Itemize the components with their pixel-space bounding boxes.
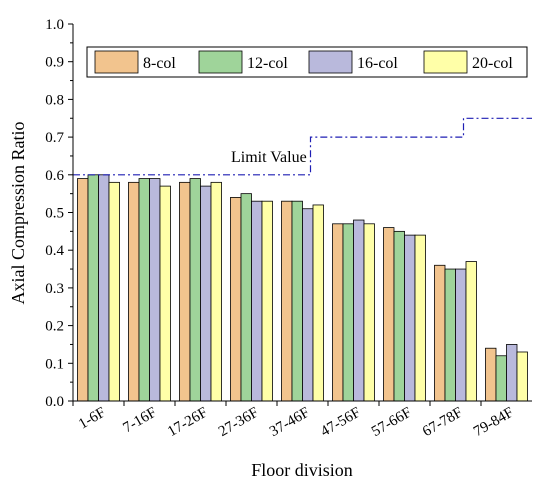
bar-8-col-17-26F: [179, 181, 191, 402]
bar-20-col-1-6F: [108, 181, 120, 402]
x-tick-label: 27-36F: [216, 405, 262, 441]
legend-label-12-col: 12-col: [247, 55, 288, 72]
bar-8-col-1-6F: [77, 178, 89, 402]
bar-16-col-67-78F: [455, 268, 467, 402]
y-tick-label: 0.9: [45, 55, 64, 71]
bar-12-col-57-66F: [393, 230, 405, 402]
x-axis-title: Floor division: [251, 460, 353, 480]
x-tick-label: 17-26F: [165, 405, 211, 441]
bar-8-col-79-84F: [485, 347, 497, 402]
legend-swatch-8-col: [94, 50, 139, 74]
bars-layer: [77, 174, 528, 402]
bar-20-col-17-26F: [210, 181, 222, 402]
bar-20-col-27-36F: [261, 200, 273, 402]
legend-label-16-col: 16-col: [357, 55, 398, 72]
x-tick-label: 79-84F: [471, 405, 517, 441]
bar-20-col-57-66F: [414, 234, 426, 402]
bar-8-col-57-66F: [383, 227, 395, 402]
legend-swatch-16-col: [308, 50, 353, 74]
legend-swatch-20-col: [423, 50, 468, 74]
x-tick-label: 7-16F: [120, 405, 159, 437]
bar-16-col-57-66F: [404, 234, 416, 402]
bar-16-col-17-26F: [200, 185, 212, 402]
legend-label-8-col: 8-col: [143, 55, 176, 72]
bar-12-col-47-56F: [342, 223, 354, 402]
bar-8-col-37-46F: [281, 200, 293, 402]
bar-12-col-67-78F: [444, 268, 456, 402]
y-tick-label: 0.2: [45, 319, 64, 335]
bar-12-col-37-46F: [291, 200, 303, 402]
y-tick-label: 0.7: [45, 130, 64, 146]
legend-swatch-12-col: [198, 50, 243, 74]
x-tick-label: 57-66F: [369, 405, 415, 441]
legend: 8-col 12-col 16-col 20-col: [86, 46, 528, 78]
bar-16-col-37-46F: [302, 208, 314, 402]
bar-16-col-27-36F: [251, 200, 263, 402]
y-axis-title: Axial Compression Ratio: [8, 122, 28, 305]
y-tick-label: 0.0: [45, 394, 64, 410]
y-tick-label: 0.8: [45, 92, 64, 108]
y-tick-label: 0.3: [45, 281, 64, 297]
y-tick-label: 0.1: [45, 356, 64, 372]
bar-20-col-37-46F: [312, 204, 324, 402]
bar-8-col-7-16F: [128, 181, 140, 402]
bar-20-col-67-78F: [465, 261, 477, 402]
y-tick-label: 1.0: [45, 17, 64, 33]
bar-8-col-67-78F: [434, 264, 446, 402]
bar-16-col-79-84F: [506, 344, 518, 402]
y-tick-label: 0.6: [45, 168, 64, 184]
bar-12-col-27-36F: [240, 193, 252, 402]
legend-label-20-col: 20-col: [472, 55, 513, 72]
bar-12-col-17-26F: [189, 178, 201, 402]
bar-20-col-79-84F: [516, 351, 528, 402]
bar-12-col-1-6F: [87, 174, 99, 402]
y-tick-label: 0.4: [45, 243, 64, 259]
y-tick-label: 0.5: [45, 206, 64, 222]
bar-20-col-47-56F: [363, 223, 375, 402]
bar-8-col-27-36F: [230, 197, 242, 402]
bar-16-col-1-6F: [98, 174, 110, 402]
limit-line-layer: [73, 117, 532, 176]
bar-16-col-7-16F: [149, 178, 161, 402]
x-tick-label: 67-78F: [420, 405, 466, 441]
limit-value-label: Limit Value: [231, 149, 307, 166]
bar-12-col-79-84F: [495, 355, 507, 402]
bar-8-col-47-56F: [332, 223, 344, 402]
bar-16-col-47-56F: [353, 219, 365, 402]
bar-12-col-7-16F: [138, 178, 150, 402]
x-tick-label: 1-6F: [76, 405, 109, 433]
limit-value-line: [73, 117, 532, 176]
x-tick-label: 47-56F: [318, 405, 364, 441]
bar-20-col-7-16F: [159, 185, 171, 402]
x-tick-label: 37-46F: [267, 405, 313, 441]
